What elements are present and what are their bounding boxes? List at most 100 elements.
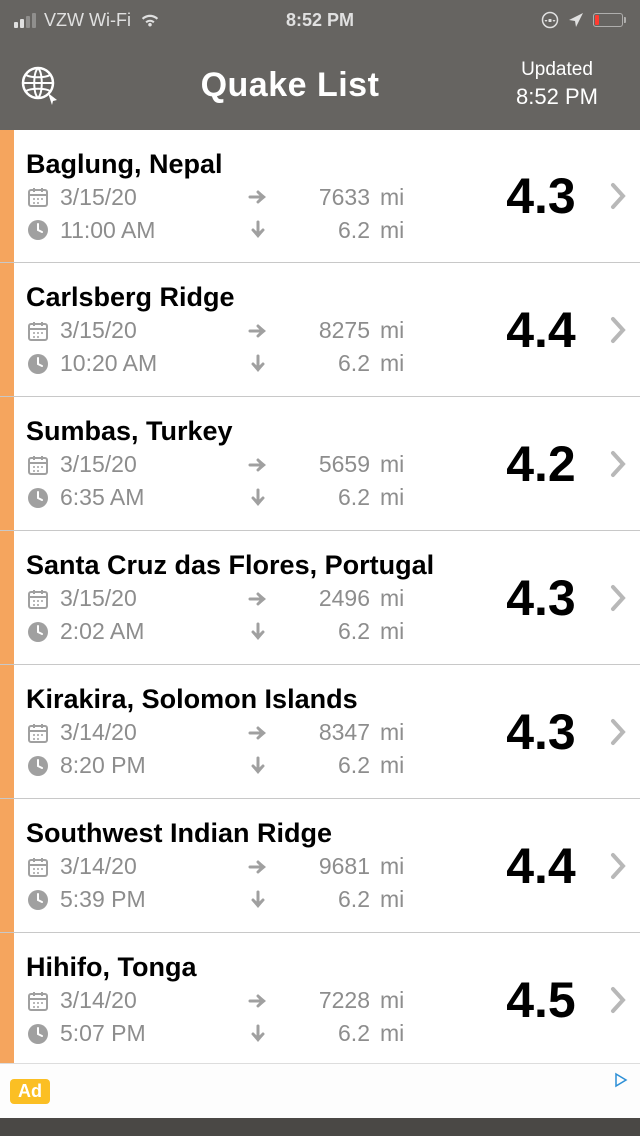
quake-location: Carlsberg Ridge bbox=[26, 282, 480, 313]
quake-distance: 7633 bbox=[280, 184, 370, 211]
clock-icon bbox=[26, 888, 50, 912]
quake-depth: 6.2 bbox=[280, 886, 370, 913]
quake-date: 3/14/20 bbox=[60, 987, 137, 1014]
clock-icon bbox=[26, 620, 50, 644]
arrow-down-icon bbox=[246, 352, 270, 376]
quake-location: Kirakira, Solomon Islands bbox=[26, 684, 480, 715]
quake-depth: 6.2 bbox=[280, 217, 370, 244]
depth-unit: mi bbox=[380, 217, 420, 244]
quake-location: Baglung, Nepal bbox=[26, 149, 480, 180]
calendar-icon bbox=[26, 453, 50, 477]
quake-time: 10:20 AM bbox=[60, 350, 157, 377]
row-chevron bbox=[596, 933, 640, 1063]
ad-banner[interactable]: Ad bbox=[0, 1063, 640, 1118]
calendar-icon bbox=[26, 587, 50, 611]
ad-badge: Ad bbox=[10, 1079, 50, 1104]
tab-settings[interactable] bbox=[512, 1118, 640, 1136]
row-chevron bbox=[596, 130, 640, 262]
quake-distance: 7228 bbox=[280, 987, 370, 1014]
calendar-icon bbox=[26, 989, 50, 1013]
row-chevron bbox=[596, 799, 640, 932]
globe-icon bbox=[18, 63, 62, 107]
depth-unit: mi bbox=[380, 1020, 420, 1047]
clock-icon bbox=[26, 754, 50, 778]
rotation-lock-icon bbox=[541, 11, 559, 29]
quake-magnitude: 4.4 bbox=[486, 263, 596, 396]
quake-row[interactable]: Southwest Indian Ridge3/14/205:39 PM9681… bbox=[0, 799, 640, 933]
quake-row[interactable]: Sumbas, Turkey3/15/206:35 AM5659mi6.2mi4… bbox=[0, 397, 640, 531]
quake-location: Hihifo, Tonga bbox=[26, 952, 480, 983]
quake-depth: 6.2 bbox=[280, 752, 370, 779]
row-body: Southwest Indian Ridge3/14/205:39 PM9681… bbox=[14, 799, 486, 932]
ad-close-icon[interactable] bbox=[610, 1070, 630, 1090]
quake-date: 3/14/20 bbox=[60, 719, 137, 746]
quake-distance: 8275 bbox=[280, 317, 370, 344]
quake-distance: 8347 bbox=[280, 719, 370, 746]
row-body: Carlsberg Ridge3/15/2010:20 AM8275mi6.2m… bbox=[14, 263, 486, 396]
tab-bar: A Z bbox=[0, 1118, 640, 1136]
tab-news[interactable] bbox=[384, 1118, 512, 1136]
severity-stripe bbox=[0, 397, 14, 530]
status-right bbox=[422, 11, 626, 29]
arrow-right-icon bbox=[246, 721, 270, 745]
status-left: VZW Wi-Fi bbox=[14, 10, 218, 31]
arrow-down-icon bbox=[246, 620, 270, 644]
clock-icon bbox=[26, 1022, 50, 1046]
row-chevron bbox=[596, 665, 640, 798]
quake-depth: 6.2 bbox=[280, 1020, 370, 1047]
chevron-right-icon bbox=[609, 449, 627, 479]
depth-unit: mi bbox=[380, 350, 420, 377]
row-body: Santa Cruz das Flores, Portugal 3/15/20 2:… bbox=[14, 531, 486, 664]
row-body: Baglung, Nepal3/15/2011:00 AM7633mi6.2mi bbox=[14, 130, 486, 262]
quake-row[interactable]: Baglung, Nepal3/15/2011:00 AM7633mi6.2mi… bbox=[0, 130, 640, 263]
quake-row[interactable]: Carlsberg Ridge3/15/2010:20 AM8275mi6.2m… bbox=[0, 263, 640, 397]
quake-list[interactable]: Baglung, Nepal3/15/2011:00 AM7633mi6.2mi… bbox=[0, 130, 640, 1063]
arrow-down-icon bbox=[246, 888, 270, 912]
updated-label: Updated bbox=[492, 58, 622, 83]
quake-row[interactable]: Hihifo, Tonga3/14/205:07 PM7228mi6.2mi4.… bbox=[0, 933, 640, 1063]
row-body: Sumbas, Turkey3/15/206:35 AM5659mi6.2mi bbox=[14, 397, 486, 530]
status-time: 8:52 PM bbox=[218, 10, 422, 31]
depth-unit: mi bbox=[380, 886, 420, 913]
quake-location: Santa Cruz das Flores, Portugal bbox=[26, 550, 480, 581]
depth-unit: mi bbox=[380, 618, 420, 645]
arrow-right-icon bbox=[246, 185, 270, 209]
quake-location: Sumbas, Turkey bbox=[26, 416, 480, 447]
clock-icon bbox=[26, 352, 50, 376]
quake-row[interactable]: Santa Cruz das Flores, Portugal 3/15/20 2:… bbox=[0, 531, 640, 665]
severity-stripe bbox=[0, 933, 14, 1063]
distance-unit: mi bbox=[380, 184, 420, 211]
severity-stripe bbox=[0, 130, 14, 262]
location-icon bbox=[567, 11, 585, 29]
tab-feed[interactable] bbox=[256, 1118, 384, 1136]
calendar-icon bbox=[26, 855, 50, 879]
distance-unit: mi bbox=[380, 719, 420, 746]
row-chevron bbox=[596, 263, 640, 396]
depth-unit: mi bbox=[380, 752, 420, 779]
nav-updated: Updated 8:52 PM bbox=[492, 58, 622, 111]
quake-location: Southwest Indian Ridge bbox=[26, 818, 480, 849]
quake-time: 2:02 AM bbox=[60, 618, 144, 645]
cell-signal-icon bbox=[14, 13, 36, 28]
clock-icon bbox=[26, 486, 50, 510]
quake-depth: 6.2 bbox=[280, 618, 370, 645]
quake-row[interactable]: Kirakira, Solomon Islands3/14/208:20 PM8… bbox=[0, 665, 640, 799]
tab-sort[interactable]: A Z bbox=[0, 1118, 128, 1136]
row-chevron bbox=[596, 397, 640, 530]
quake-magnitude: 4.3 bbox=[486, 665, 596, 798]
nav-bar: Quake List Updated 8:52 PM bbox=[0, 40, 640, 130]
severity-stripe bbox=[0, 531, 14, 664]
row-body: Hihifo, Tonga3/14/205:07 PM7228mi6.2mi bbox=[14, 933, 486, 1063]
arrow-right-icon bbox=[246, 319, 270, 343]
calendar-icon bbox=[26, 185, 50, 209]
arrow-down-icon bbox=[246, 486, 270, 510]
tab-filter[interactable] bbox=[128, 1118, 256, 1136]
arrow-down-icon bbox=[246, 754, 270, 778]
updated-time: 8:52 PM bbox=[492, 83, 622, 112]
quake-date: 3/15/20 bbox=[60, 585, 137, 612]
quake-time: 5:07 PM bbox=[60, 1020, 146, 1047]
nav-globe-button[interactable] bbox=[18, 63, 88, 107]
arrow-down-icon bbox=[246, 218, 270, 242]
arrow-right-icon bbox=[246, 989, 270, 1013]
quake-magnitude: 4.5 bbox=[486, 933, 596, 1063]
